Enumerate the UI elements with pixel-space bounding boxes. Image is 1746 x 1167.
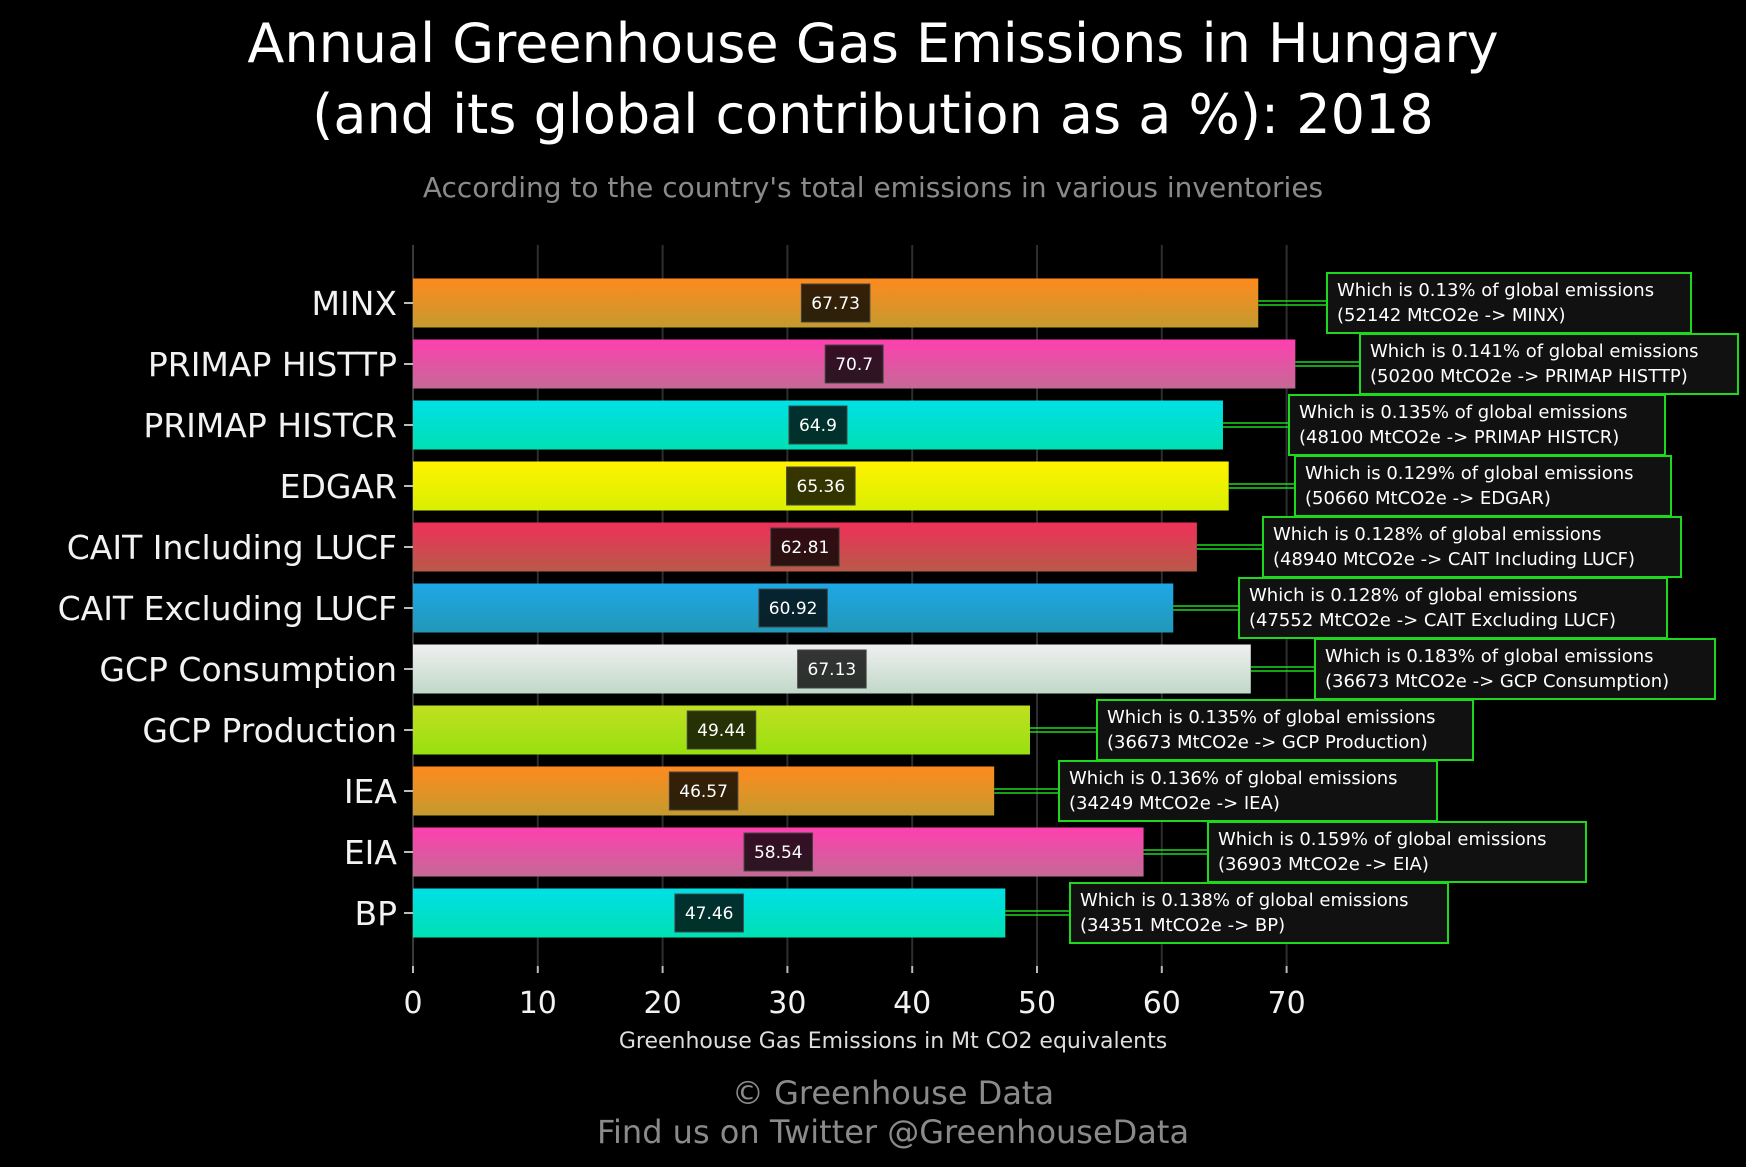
annotation-box — [1069, 882, 1449, 944]
category-label: IEA — [344, 772, 398, 811]
annotation-line-2: (36673 MtCO2e -> GCP Production) — [1107, 732, 1428, 753]
category-label: MINX — [312, 284, 398, 323]
category-label: PRIMAP HISTCR — [143, 406, 397, 445]
value-label-box — [786, 466, 856, 506]
value-label: 64.9 — [799, 416, 837, 436]
category-label: EIA — [344, 833, 398, 872]
annotation-line-2: (48940 MtCO2e -> CAIT Including LUCF) — [1273, 549, 1635, 570]
category-label: CAIT Including LUCF — [67, 528, 397, 567]
annotation-line-1: Which is 0.128% of global emissions — [1273, 524, 1602, 545]
x-tick-label: 20 — [644, 986, 682, 1021]
value-label-box — [824, 344, 884, 384]
value-label: 60.92 — [769, 599, 818, 619]
value-label: 67.73 — [811, 294, 860, 314]
annotation-box — [1262, 516, 1682, 578]
annotation-line-2: (48100 MtCO2e -> PRIMAP HISTCR) — [1299, 427, 1619, 448]
annotation-line-2: (52142 MtCO2e -> MINX) — [1337, 305, 1566, 326]
x-tick-label: 40 — [893, 986, 931, 1021]
value-label: 62.81 — [781, 538, 830, 558]
annotation-box — [1326, 272, 1692, 334]
chart-title-line-2: (and its global contribution as a %): 20… — [312, 83, 1433, 146]
value-label: 49.44 — [697, 721, 746, 741]
annotation-line-1: Which is 0.129% of global emissions — [1305, 463, 1634, 484]
value-label-box — [674, 893, 744, 933]
value-label: 70.7 — [835, 355, 873, 375]
category-label: PRIMAP HISTTP — [148, 345, 397, 384]
x-tick-labels: 0 10 20 30 40 50 60 70 — [403, 966, 1306, 1021]
annotation-line-1: Which is 0.183% of global emissions — [1325, 646, 1654, 667]
category-label: EDGAR — [280, 467, 397, 506]
chart-subtitle: According to the country's total emissio… — [423, 171, 1323, 204]
annotation-line-2: (34351 MtCO2e -> BP) — [1080, 915, 1285, 936]
category-label: CAIT Excluding LUCF — [58, 589, 397, 628]
x-tick-label: 70 — [1268, 986, 1306, 1021]
annotation-box — [1294, 455, 1672, 517]
x-tick-label: 60 — [1143, 986, 1181, 1021]
annotation-line-2: (34249 MtCO2e -> IEA) — [1069, 793, 1280, 814]
annotation-box — [1096, 699, 1474, 761]
annotation-line-2: (50660 MtCO2e -> EDGAR) — [1305, 488, 1551, 509]
annotation-box — [1207, 821, 1587, 883]
value-label: 65.36 — [797, 477, 846, 497]
category-labels: MINX PRIMAP HISTTP PRIMAP HISTCR EDGAR CAIT … — [58, 284, 413, 933]
annotation-line-1: Which is 0.128% of global emissions — [1249, 585, 1578, 606]
annotation-line-1: Which is 0.135% of global emissions — [1107, 707, 1436, 728]
value-label-box — [770, 527, 840, 567]
annotation-line-2: (36673 MtCO2e -> GCP Consumption) — [1325, 671, 1669, 692]
value-label: 46.57 — [679, 782, 728, 802]
value-label: 67.13 — [808, 660, 857, 680]
footer-twitter: Find us on Twitter @GreenhouseData — [597, 1113, 1189, 1151]
annotation-line-2: (47552 MtCO2e -> CAIT Excluding LUCF) — [1249, 610, 1616, 631]
annotation-line-1: Which is 0.13% of global emissions — [1337, 280, 1654, 301]
category-label: BP — [354, 894, 397, 933]
x-tick-label: 50 — [1018, 986, 1056, 1021]
value-label: 47.46 — [685, 904, 734, 924]
value-label-box — [788, 405, 848, 445]
chart-title-line-1: Annual Greenhouse Gas Emissions in Hunga… — [247, 12, 1498, 75]
value-label-box — [743, 832, 814, 872]
value-label-box — [800, 283, 871, 323]
annotation-box — [1058, 760, 1438, 822]
value-label-box — [797, 649, 867, 689]
annotation-line-2: (50200 MtCO2e -> PRIMAP HISTTP) — [1370, 366, 1688, 387]
annotation-line-1: Which is 0.136% of global emissions — [1069, 768, 1398, 789]
annotation-line-1: Which is 0.135% of global emissions — [1299, 402, 1628, 423]
annotation-box — [1314, 638, 1716, 700]
category-label: GCP Production — [142, 711, 397, 750]
annotation-box — [1288, 394, 1666, 456]
bars: 67.73 70.7 64.9 65.36 62.81 60.92 67.13 49.44 46… — [413, 278, 1296, 938]
x-tick-label: 10 — [519, 986, 557, 1021]
x-tick-label: 30 — [768, 986, 806, 1021]
value-label-box — [758, 588, 828, 628]
annotation-box — [1359, 333, 1739, 395]
category-label: GCP Consumption — [99, 650, 397, 689]
annotation-line-1: Which is 0.159% of global emissions — [1218, 829, 1547, 850]
annotation-line-1: Which is 0.138% of global emissions — [1080, 890, 1409, 911]
value-label: 58.54 — [754, 843, 803, 863]
value-label-box — [668, 771, 739, 811]
annotation-line-1: Which is 0.141% of global emissions — [1370, 341, 1699, 362]
value-label-box — [686, 710, 757, 750]
x-axis-label: Greenhouse Gas Emissions in Mt CO2 equiv… — [619, 1029, 1167, 1054]
x-tick-label: 0 — [403, 986, 422, 1021]
annotation-line-2: (36903 MtCO2e -> EIA) — [1218, 854, 1429, 875]
footer-copyright: © Greenhouse Data — [732, 1074, 1054, 1112]
annotations: Which is 0.13% of global emissions (52142… — [994, 272, 1739, 944]
